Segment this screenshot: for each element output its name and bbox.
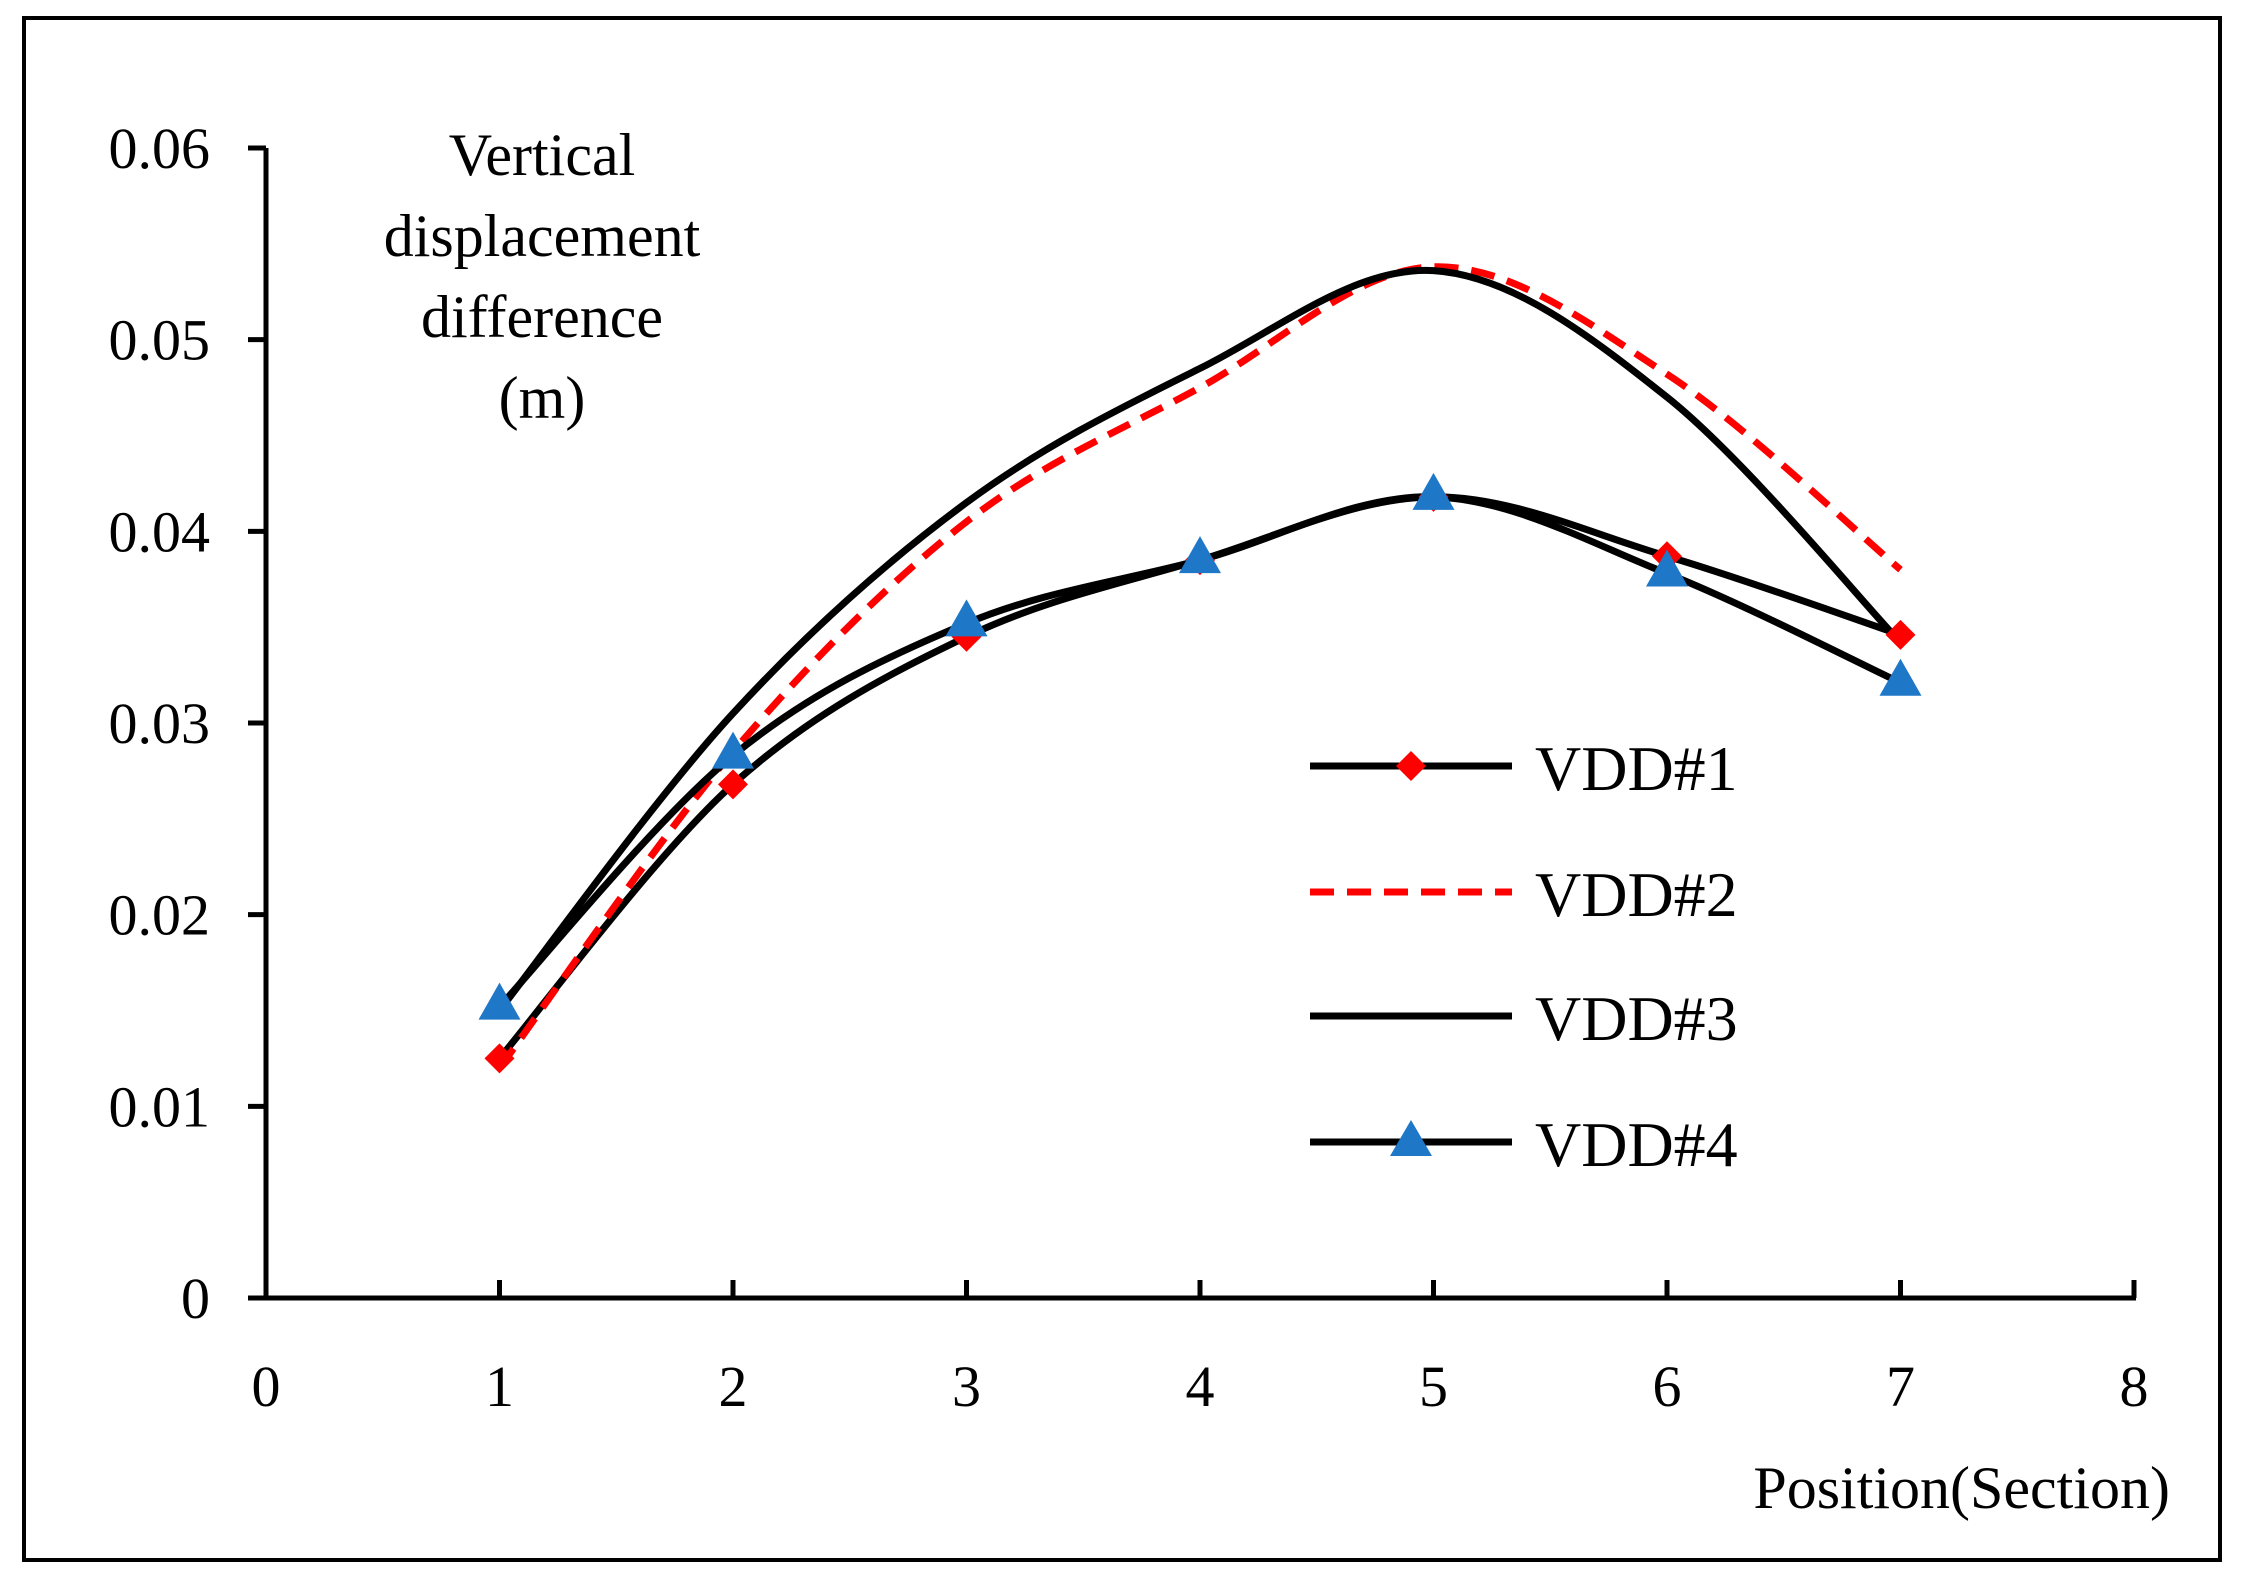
ticks xyxy=(248,145,2137,1301)
data-point-triangle xyxy=(945,599,988,637)
y-axis-label-line-4: (m) xyxy=(499,365,586,431)
x-tick-label: 0 xyxy=(252,1354,281,1419)
y-axis-label-line-3: difference xyxy=(421,284,663,350)
legend-diamond-marker-icon xyxy=(1396,751,1426,781)
legend-item-vdd4: VDD#4 xyxy=(1310,1109,1738,1180)
chart-frame xyxy=(22,16,2222,1562)
y-tick-label: 0.04 xyxy=(109,499,211,564)
series-line-vdd3 xyxy=(496,267,1904,1013)
x-tick-label: 2 xyxy=(719,1354,748,1419)
x-tick-label: 1 xyxy=(485,1354,514,1419)
x-tick-label: 6 xyxy=(1653,1354,1682,1419)
legend-triangle-marker-icon xyxy=(1390,1120,1432,1156)
legend-item-vdd1: VDD#1 xyxy=(1310,733,1738,804)
legend-label-vdd4: VDD#4 xyxy=(1535,1109,1738,1180)
series-line-vdd2 xyxy=(496,263,1903,1071)
x-tick-label: 8 xyxy=(2120,1354,2149,1419)
legend-item-vdd3: VDD#3 xyxy=(1310,983,1738,1054)
series-markers xyxy=(478,472,1922,1074)
data-point-triangle xyxy=(1646,549,1688,587)
y-axis-label-line-2: displacement xyxy=(384,203,701,269)
y-tick-label: 0.01 xyxy=(109,1074,211,1139)
legend-label-vdd1: VDD#1 xyxy=(1535,733,1738,804)
data-point-triangle xyxy=(1179,536,1221,574)
legend-label-vdd2: VDD#2 xyxy=(1535,859,1738,930)
tick-labels: 0 1 2 3 4 5 6 7 8 0 0.01 0.02 0.03 0.04 0.05 0.06 xyxy=(109,116,2149,1419)
x-axis-label: Position(Section) xyxy=(1753,1455,2170,1521)
data-point-triangle xyxy=(712,731,754,769)
legend-item-vdd2: VDD#2 xyxy=(1310,859,1738,930)
x-tick-label: 4 xyxy=(1186,1354,1215,1419)
legend-label-vdd3: VDD#3 xyxy=(1535,983,1738,1054)
data-point-diamond xyxy=(484,1043,515,1074)
y-tick-label: 0.03 xyxy=(109,691,211,756)
y-tick-label: 0 xyxy=(181,1266,210,1331)
x-tick-label: 7 xyxy=(1886,1354,1915,1419)
data-point-triangle xyxy=(1412,472,1455,510)
data-point-triangle xyxy=(478,982,521,1020)
data-point-diamond xyxy=(1885,619,1916,650)
y-tick-label: 0.02 xyxy=(109,883,211,948)
data-point-triangle xyxy=(1879,658,1922,696)
y-tick-label: 0.06 xyxy=(109,116,211,181)
data-point-diamond xyxy=(718,769,748,800)
y-tick-label: 0.05 xyxy=(109,308,211,373)
y-axis-label-line-1: Vertical xyxy=(449,122,636,188)
legend: VDD#1 VDD#2 VDD#3 VDD#4 xyxy=(1310,733,1738,1180)
x-tick-label: 3 xyxy=(952,1354,981,1419)
series-lines xyxy=(496,263,1904,1071)
x-tick-label: 5 xyxy=(1419,1354,1448,1419)
